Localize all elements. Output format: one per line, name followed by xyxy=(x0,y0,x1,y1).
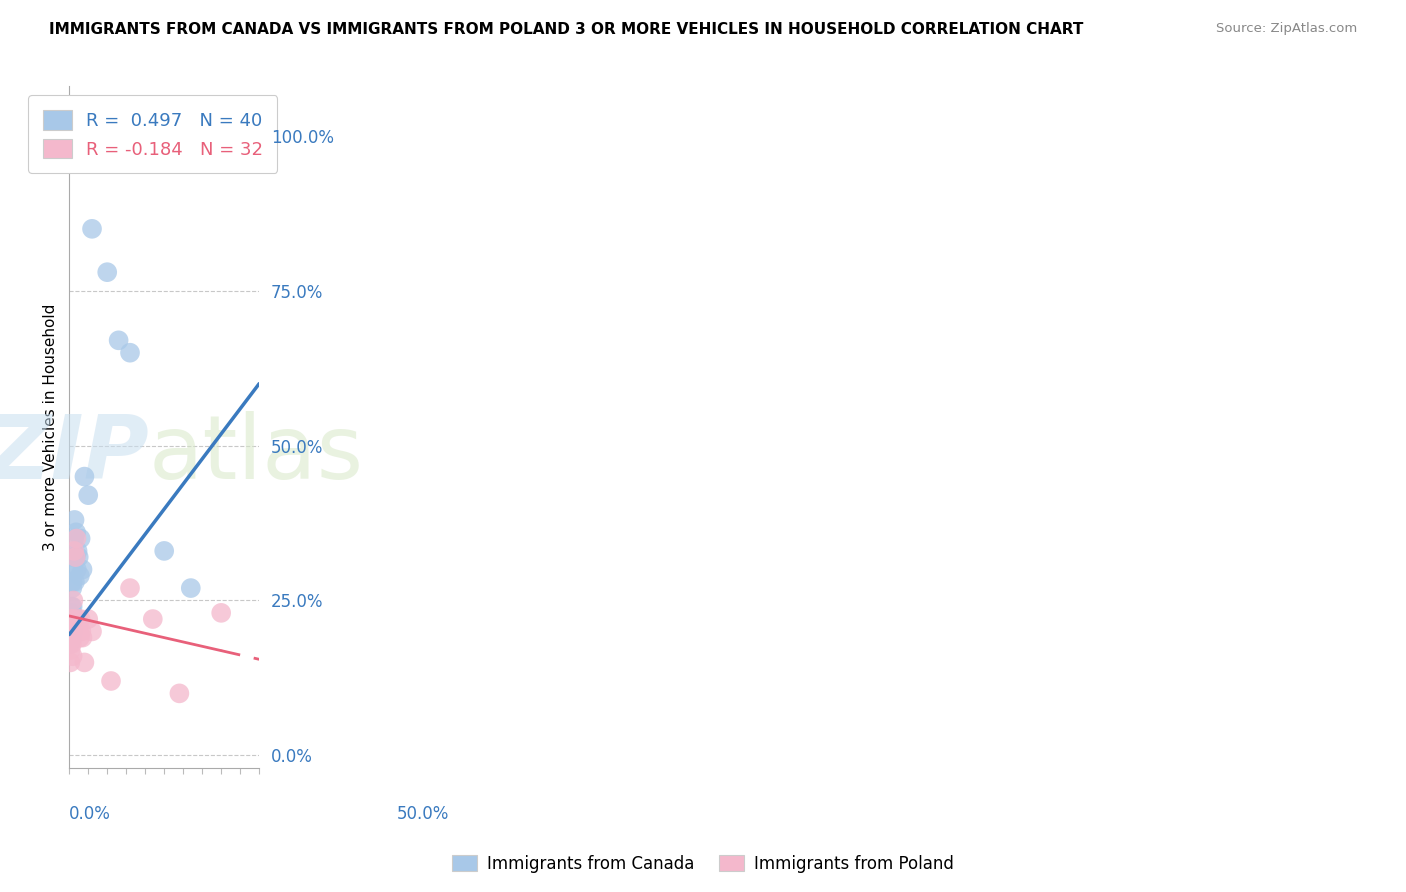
Point xyxy=(59,631,82,645)
Point xyxy=(60,624,83,639)
Point xyxy=(73,469,96,483)
Point xyxy=(69,532,91,546)
Point xyxy=(80,624,103,639)
Point xyxy=(67,550,90,565)
Point xyxy=(59,637,82,651)
Point xyxy=(60,624,83,639)
Point xyxy=(180,581,202,595)
Point xyxy=(73,656,96,670)
Point xyxy=(62,574,84,589)
Point xyxy=(65,550,87,565)
Legend: Immigrants from Canada, Immigrants from Poland: Immigrants from Canada, Immigrants from … xyxy=(446,848,960,880)
Text: ZIP: ZIP xyxy=(0,411,149,498)
Point xyxy=(60,612,83,626)
Point xyxy=(59,606,82,620)
Point xyxy=(70,624,93,639)
Point xyxy=(62,649,84,664)
Point xyxy=(142,612,165,626)
Point xyxy=(60,631,83,645)
Point xyxy=(118,345,141,359)
Point xyxy=(65,532,87,546)
Point xyxy=(59,612,82,626)
Point xyxy=(59,637,82,651)
Point xyxy=(62,612,84,626)
Point xyxy=(60,612,83,626)
Point xyxy=(62,612,84,626)
Text: 0.0%: 0.0% xyxy=(69,805,111,823)
Point xyxy=(62,624,84,639)
Point xyxy=(59,643,82,657)
Point xyxy=(63,532,86,546)
Point xyxy=(60,631,83,645)
Point xyxy=(62,550,84,565)
Point xyxy=(62,562,84,576)
Point xyxy=(118,581,141,595)
Point xyxy=(77,488,100,502)
Point xyxy=(69,631,91,645)
Point xyxy=(60,599,83,614)
Point xyxy=(72,631,94,645)
Point xyxy=(77,612,100,626)
Point xyxy=(69,612,91,626)
Point xyxy=(107,334,129,348)
Point xyxy=(153,544,176,558)
Point xyxy=(96,265,118,279)
Point xyxy=(60,612,83,626)
Point xyxy=(69,568,91,582)
Point xyxy=(169,686,191,700)
Text: Source: ZipAtlas.com: Source: ZipAtlas.com xyxy=(1216,22,1357,36)
Point xyxy=(60,618,83,632)
Point xyxy=(63,544,86,558)
Point xyxy=(66,562,89,576)
Point xyxy=(59,618,82,632)
Point xyxy=(62,624,84,639)
Y-axis label: 3 or more Vehicles in Household: 3 or more Vehicles in Household xyxy=(44,303,58,550)
Point xyxy=(62,593,84,607)
Point xyxy=(59,624,82,639)
Point xyxy=(209,606,232,620)
Point xyxy=(65,525,87,540)
Point xyxy=(63,574,86,589)
Point xyxy=(66,544,89,558)
Point xyxy=(100,673,122,688)
Text: 50.0%: 50.0% xyxy=(396,805,449,823)
Point xyxy=(66,612,89,626)
Text: atlas: atlas xyxy=(149,411,364,498)
Point xyxy=(80,222,103,236)
Point xyxy=(62,599,84,614)
Point xyxy=(59,624,82,639)
Point xyxy=(67,624,90,639)
Point xyxy=(59,631,82,645)
Point xyxy=(245,128,267,143)
Text: IMMIGRANTS FROM CANADA VS IMMIGRANTS FROM POLAND 3 OR MORE VEHICLES IN HOUSEHOLD: IMMIGRANTS FROM CANADA VS IMMIGRANTS FRO… xyxy=(49,22,1084,37)
Point xyxy=(72,562,94,576)
Point xyxy=(65,550,87,565)
Point xyxy=(60,637,83,651)
Point xyxy=(59,656,82,670)
Point xyxy=(63,624,86,639)
Point xyxy=(60,606,83,620)
Point xyxy=(60,581,83,595)
Point xyxy=(63,513,86,527)
Legend: R =  0.497   N = 40, R = -0.184   N = 32: R = 0.497 N = 40, R = -0.184 N = 32 xyxy=(28,95,277,173)
Point xyxy=(59,612,82,626)
